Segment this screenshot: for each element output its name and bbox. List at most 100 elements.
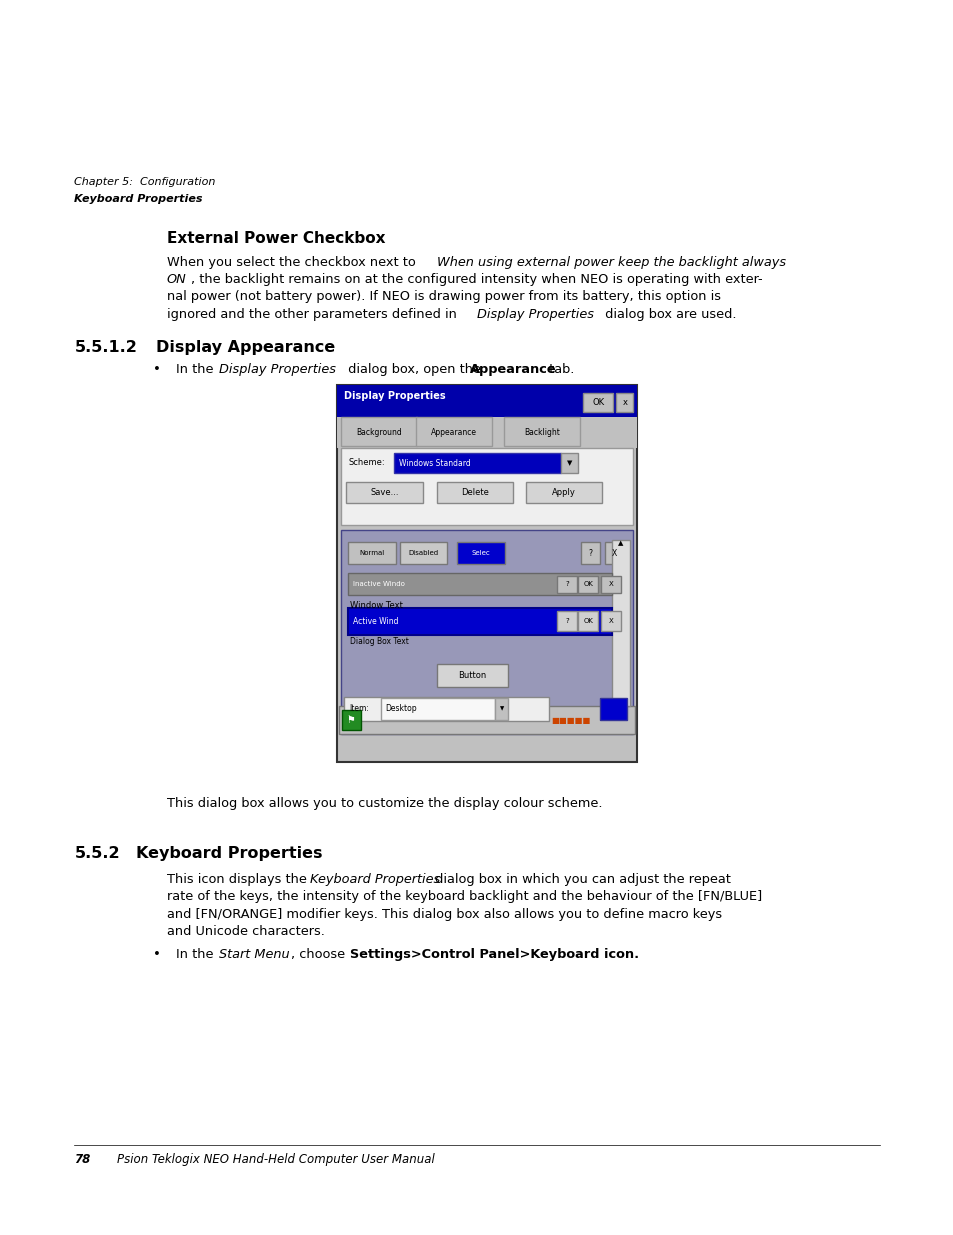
Text: Display Appearance: Display Appearance	[155, 340, 335, 354]
Bar	[380, 698, 495, 720]
Text: Keyboard Properties: Keyboard Properties	[310, 873, 440, 887]
Bar	[503, 417, 579, 446]
Bar	[340, 417, 416, 446]
Text: Save...: Save...	[370, 488, 398, 496]
Text: x: x	[621, 398, 627, 408]
Text: In the: In the	[176, 363, 218, 377]
Text: Inactive Windo: Inactive Windo	[353, 582, 404, 587]
Text: 78: 78	[74, 1153, 91, 1167]
Text: ▼: ▼	[618, 700, 622, 706]
Bar	[600, 611, 620, 631]
Text: , the backlight remains on at the configured intensity when NEO is operating wit: , the backlight remains on at the config…	[191, 273, 761, 287]
Bar	[600, 576, 620, 593]
Text: •: •	[152, 363, 160, 377]
Text: dialog box are used.: dialog box are used.	[600, 308, 736, 321]
Text: ■■■■■: ■■■■■	[551, 715, 590, 725]
Text: Item:: Item:	[349, 704, 369, 714]
Text: ignored and the other parameters defined in: ignored and the other parameters defined…	[167, 308, 460, 321]
Text: Window Text: Window Text	[350, 601, 402, 610]
Text: ?: ?	[588, 548, 592, 558]
Text: rate of the keys, the intensity of the keyboard backlight and the behaviour of t: rate of the keys, the intensity of the k…	[167, 890, 761, 904]
Text: Appearance: Appearance	[470, 363, 557, 377]
Text: ▼: ▼	[499, 706, 503, 711]
Text: Background: Background	[355, 429, 401, 437]
Text: Display Properties: Display Properties	[219, 363, 336, 377]
Bar	[348, 573, 612, 595]
Text: ?: ?	[565, 582, 568, 587]
Text: nal power (not battery power). If NEO is drawing power from its battery, this op: nal power (not battery power). If NEO is…	[167, 290, 720, 304]
Text: In the: In the	[176, 948, 218, 962]
Bar	[578, 576, 598, 593]
Text: When you select the checkbox next to: When you select the checkbox next to	[167, 256, 419, 269]
Text: X: X	[611, 548, 617, 558]
Text: X: X	[608, 619, 613, 624]
Text: Normal: Normal	[359, 551, 384, 556]
Text: Windows Standard: Windows Standard	[398, 458, 470, 468]
Text: OK: OK	[582, 582, 593, 587]
Bar	[348, 542, 395, 564]
Text: and [FN/ORANGE] modifier keys. This dialog box also allows you to define macro k: and [FN/ORANGE] modifier keys. This dial…	[167, 908, 721, 921]
Text: This dialog box allows you to customize the display colour scheme.: This dialog box allows you to customize …	[167, 797, 601, 810]
Bar	[580, 542, 599, 564]
Text: Chapter 5:  Configuration: Chapter 5: Configuration	[74, 177, 215, 186]
Bar	[525, 482, 601, 503]
Text: 5.5.1.2: 5.5.1.2	[74, 340, 137, 354]
Text: Keyboard Properties: Keyboard Properties	[74, 194, 203, 204]
Bar	[341, 710, 360, 730]
Bar	[336, 417, 637, 448]
Text: 5.5.2: 5.5.2	[74, 846, 120, 861]
Text: This icon displays the: This icon displays the	[167, 873, 311, 887]
Text: Delete: Delete	[460, 488, 489, 496]
Text: and Unicode characters.: and Unicode characters.	[167, 925, 324, 939]
Text: OK: OK	[592, 398, 603, 408]
Text: Start Menu: Start Menu	[219, 948, 290, 962]
Text: Dialog Box Text: Dialog Box Text	[350, 637, 409, 646]
Bar	[599, 698, 626, 720]
Bar	[436, 482, 513, 503]
Bar	[338, 706, 635, 734]
Text: dialog box, open the: dialog box, open the	[344, 363, 485, 377]
Text: Settings>Control Panel>Keyboard icon.: Settings>Control Panel>Keyboard icon.	[350, 948, 639, 962]
Bar	[340, 448, 633, 525]
Bar	[336, 385, 637, 417]
Text: Button: Button	[458, 671, 486, 680]
Text: Backlight: Backlight	[523, 429, 559, 437]
Text: ⚑: ⚑	[346, 715, 355, 725]
Text: ▲: ▲	[618, 540, 622, 546]
Text: External Power Checkbox: External Power Checkbox	[167, 231, 385, 246]
Text: , choose: , choose	[291, 948, 349, 962]
Text: ▼: ▼	[566, 461, 572, 466]
Text: ?: ?	[565, 619, 568, 624]
Bar	[560, 453, 578, 473]
Bar	[611, 540, 629, 706]
Bar	[456, 542, 504, 564]
Bar	[336, 385, 637, 762]
Bar	[344, 697, 549, 721]
Text: X: X	[608, 582, 613, 587]
Text: •: •	[152, 948, 160, 962]
Text: Display Properties: Display Properties	[476, 308, 594, 321]
Text: Active Wind: Active Wind	[353, 616, 398, 626]
Bar	[340, 530, 633, 734]
Text: Appearance: Appearance	[431, 429, 476, 437]
Bar	[582, 393, 613, 412]
Bar	[399, 542, 447, 564]
Text: When using external power keep the backlight always: When using external power keep the backl…	[436, 256, 785, 269]
Text: Keyboard Properties: Keyboard Properties	[136, 846, 322, 861]
Text: Apply: Apply	[551, 488, 576, 496]
Bar	[436, 664, 508, 687]
Text: Disabled: Disabled	[408, 551, 438, 556]
Bar	[578, 611, 598, 631]
Text: dialog box in which you can adjust the repeat: dialog box in which you can adjust the r…	[431, 873, 730, 887]
Bar	[346, 482, 422, 503]
Text: Desktop: Desktop	[385, 704, 416, 714]
Text: Display Properties: Display Properties	[344, 391, 446, 401]
Bar	[394, 453, 560, 473]
Text: tab.: tab.	[544, 363, 574, 377]
Bar	[557, 576, 577, 593]
Text: Selec: Selec	[471, 551, 490, 556]
Text: ON: ON	[167, 273, 187, 287]
Text: OK: OK	[582, 619, 593, 624]
Bar	[495, 698, 508, 720]
Bar	[348, 608, 612, 635]
